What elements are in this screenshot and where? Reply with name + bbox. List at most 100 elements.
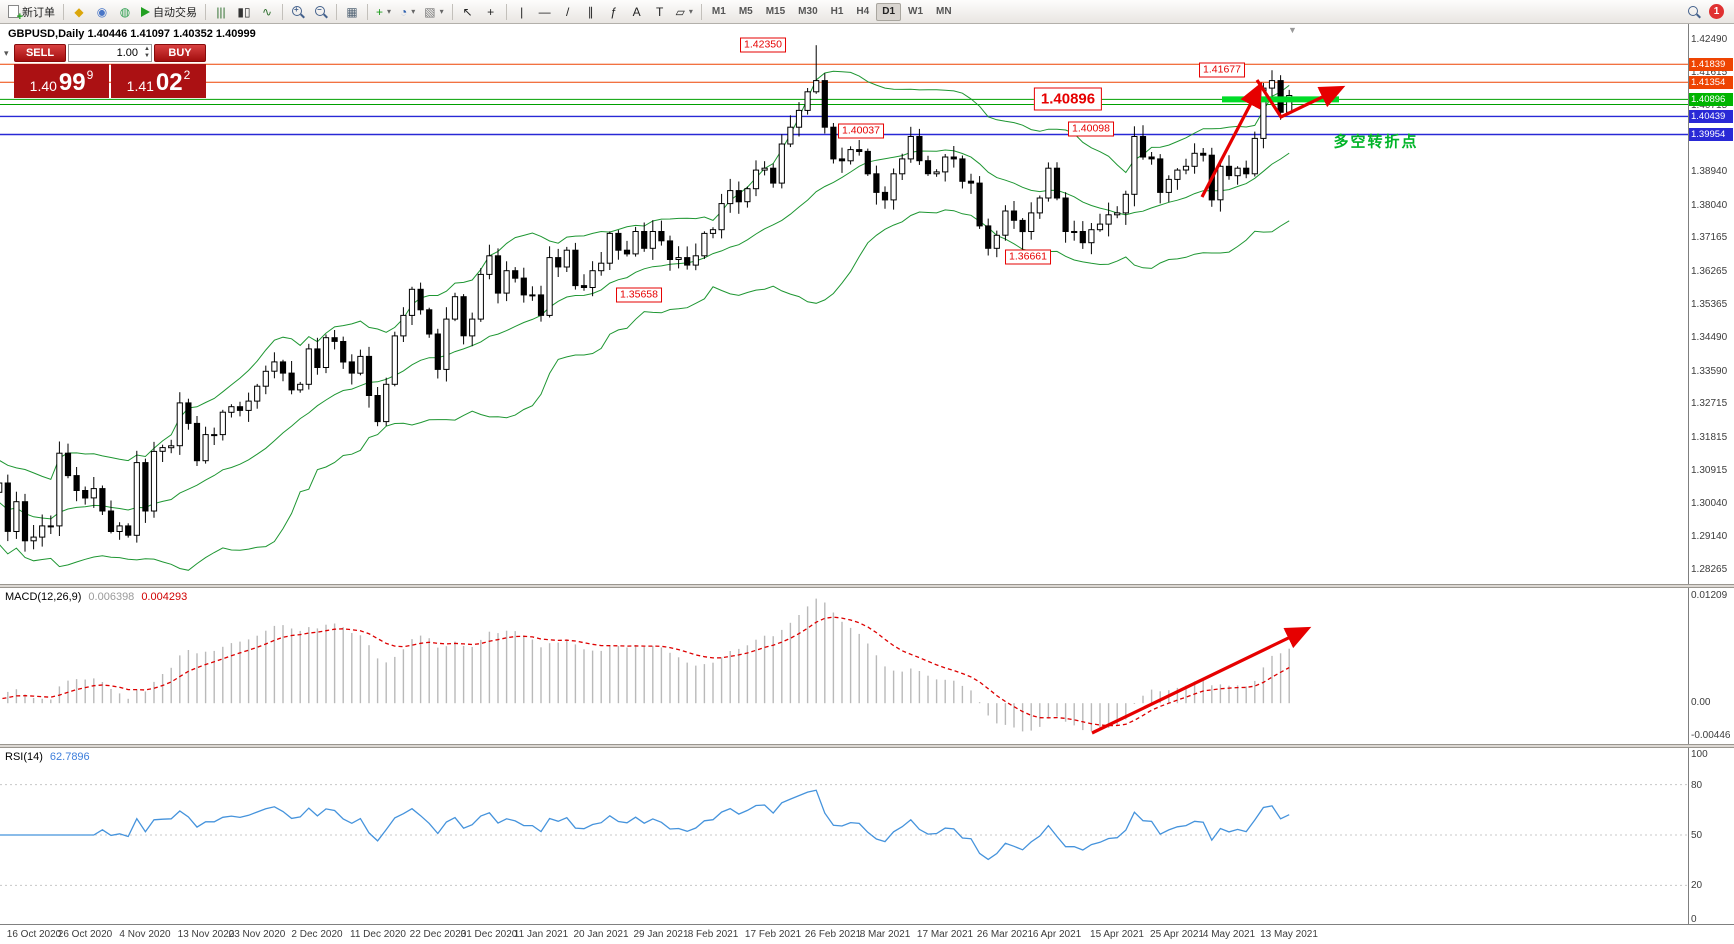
panel-separator[interactable]	[0, 584, 1734, 588]
shapes-button[interactable]: ▱ ▾	[672, 2, 697, 22]
dropdown-arrow-icon: ▾	[387, 7, 392, 16]
price-line-label: 1.41354	[1689, 76, 1733, 89]
candle	[1217, 163, 1224, 212]
cursor-button[interactable]: ↖	[457, 2, 479, 22]
candle	[813, 45, 820, 94]
candle	[1208, 147, 1215, 207]
candle	[873, 165, 880, 205]
candle	[512, 267, 519, 283]
timeframe-m15-button[interactable]: M15	[765, 6, 786, 17]
horizontal-line-button[interactable]: —	[534, 2, 556, 22]
buy-price-box[interactable]: 1.41 02 2	[111, 64, 206, 98]
bar-chart-button[interactable]: |||	[210, 2, 232, 22]
candle	[228, 404, 235, 418]
candle	[1010, 201, 1018, 229]
panel-separator[interactable]	[0, 744, 1734, 748]
zoom-out-button[interactable]: −	[310, 2, 332, 22]
tile-windows-button[interactable]: ▦	[341, 2, 363, 22]
candle	[168, 439, 175, 454]
chart-canvas[interactable]	[0, 24, 1688, 584]
sell-button[interactable]: SELL	[14, 44, 66, 62]
periods-button[interactable]: ◔ ▾	[396, 2, 419, 22]
crosshair-button[interactable]: +	[480, 2, 502, 22]
candle	[374, 387, 381, 427]
price-tick-label: 1.30040	[1691, 498, 1728, 509]
macd-pane[interactable]	[0, 588, 1688, 744]
time-axis-label: 17 Feb 2021	[744, 929, 802, 940]
zoom-in-icon: +	[291, 5, 305, 19]
price-scale[interactable]	[1688, 24, 1734, 925]
one-click-collapse-button[interactable]: ▾	[4, 48, 9, 58]
candle	[1148, 152, 1155, 165]
vertical-line-button[interactable]: |	[511, 2, 533, 22]
label-button[interactable]: T	[649, 2, 671, 22]
sell-price-pips: 99	[58, 69, 86, 96]
fibonacci-button[interactable]: ƒ	[603, 2, 625, 22]
timeframe-m1-button[interactable]: M1	[711, 6, 726, 17]
lot-increase-icon[interactable]: ▲	[144, 46, 150, 52]
rsi-pane[interactable]	[0, 748, 1688, 924]
lot-decrease-icon[interactable]: ▼	[144, 53, 150, 59]
autotrading-button[interactable]: 自动交易	[137, 2, 201, 22]
candle	[236, 401, 244, 417]
news-icon: ◍	[119, 4, 131, 19]
timeframe-w1-button[interactable]: W1	[908, 6, 924, 17]
time-axis-label: 6 Apr 2021	[1032, 929, 1082, 940]
timeframe-d1-button[interactable]: D1	[876, 2, 902, 21]
timeframe-h1-button[interactable]: H1	[830, 6, 844, 17]
new-order-button[interactable]: 新订单	[4, 2, 59, 23]
indicators-button[interactable]: + ▾	[372, 2, 395, 22]
timeframe-mn-button[interactable]: MN	[936, 6, 952, 17]
notification-badge[interactable]: 1	[1709, 4, 1724, 19]
zoom-in-button[interactable]: +	[287, 2, 309, 22]
trendline-button[interactable]: /	[557, 2, 579, 22]
candle	[641, 222, 648, 252]
candle	[4, 474, 11, 542]
candle	[933, 169, 940, 177]
candle	[1157, 154, 1164, 204]
zoom-out-icon: −	[314, 5, 328, 19]
candle	[778, 134, 785, 189]
candle	[1200, 148, 1207, 162]
templates-button[interactable]: ▧ ▾	[420, 2, 447, 22]
candlestick-chart-button[interactable]: ▮▯	[233, 2, 255, 22]
time-axis-label: 2 Dec 2020	[291, 929, 343, 940]
tile-windows-icon: ▦	[346, 4, 358, 19]
channel-button[interactable]: ∥	[580, 2, 602, 22]
timeframe-m30-button[interactable]: M30	[798, 6, 818, 17]
text-icon: A	[632, 4, 641, 19]
price-line-label: 1.40439	[1689, 110, 1733, 123]
buy-price-major: 1.41	[126, 78, 154, 94]
candle	[1062, 192, 1069, 243]
line-chart-button[interactable]: ∿	[256, 2, 278, 22]
candle	[770, 163, 777, 188]
lot-spinner[interactable]: ▲ ▼	[144, 45, 150, 61]
candle	[1105, 202, 1112, 237]
candle	[727, 178, 734, 213]
timeframe-h4-button[interactable]: H4	[856, 6, 870, 17]
time-axis-label: 8 Feb 2021	[687, 929, 739, 940]
buy-button[interactable]: BUY	[154, 44, 206, 62]
fibonacci-icon: ƒ	[610, 4, 617, 19]
candle	[1045, 162, 1052, 202]
chart-shift-marker[interactable]: ▼	[1288, 25, 1297, 35]
sell-price-box[interactable]: 1.40 99 9	[14, 64, 109, 98]
search-icon[interactable]	[1687, 5, 1701, 19]
news-button[interactable]: ◍	[114, 2, 136, 22]
metaeditor-icon: ◆	[74, 4, 84, 19]
community-button[interactable]: ◉	[91, 2, 113, 22]
candle	[469, 312, 476, 347]
candle	[761, 161, 768, 176]
candle	[443, 307, 450, 382]
candle	[881, 186, 889, 209]
lot-size-input[interactable]: 1.00 ▲ ▼	[68, 44, 152, 62]
candle	[314, 337, 321, 375]
timeframe-m5-button[interactable]: M5	[738, 6, 753, 17]
candle	[838, 147, 846, 173]
metaeditor-button[interactable]: ◆	[68, 2, 90, 22]
toolbar-separator	[700, 3, 702, 20]
candle	[1002, 205, 1009, 241]
candle	[185, 398, 192, 430]
text-button[interactable]: A	[626, 2, 648, 22]
